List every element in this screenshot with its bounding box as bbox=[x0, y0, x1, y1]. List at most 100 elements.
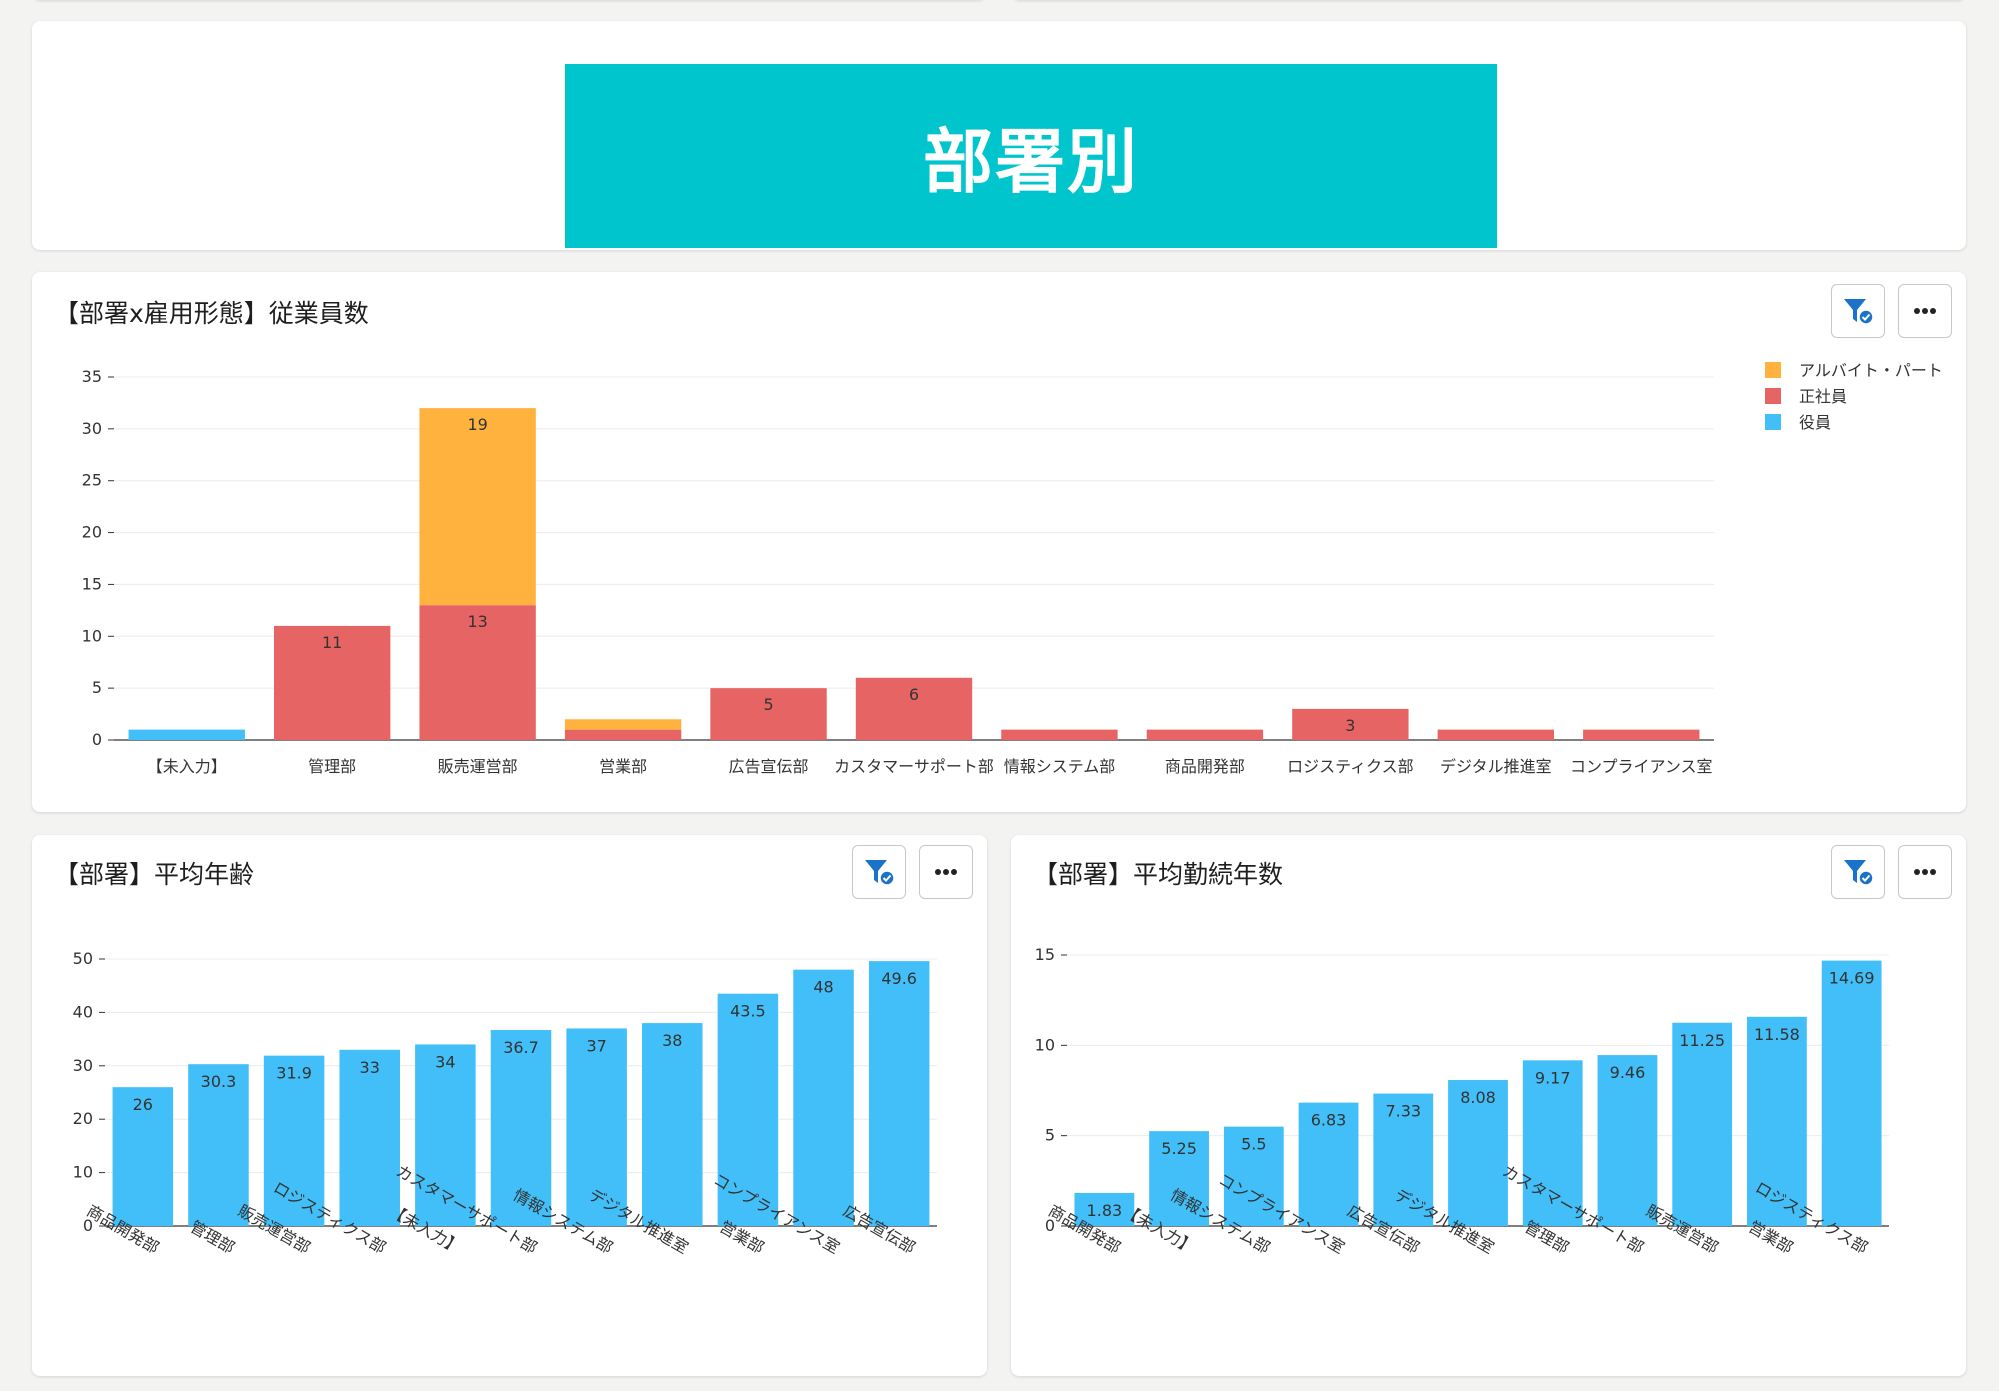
legend-swatch bbox=[1765, 362, 1781, 378]
more-button[interactable] bbox=[1898, 284, 1952, 338]
bar bbox=[1597, 1055, 1658, 1226]
x-tick-label: ロジスティクス部 bbox=[1287, 757, 1414, 776]
y-tick-label: 25 bbox=[82, 471, 102, 490]
legend-label: 正社員 bbox=[1799, 387, 1847, 406]
x-tick-label: 販売運営部 bbox=[438, 757, 518, 776]
employees-stacked-bar-chart: 0 5 10 15 20 25 30 35 【未入力】 11 管理部 13 19 販売運営部 営業部 5 広告宣… bbox=[82, 361, 1943, 776]
filter-button[interactable] bbox=[1831, 845, 1885, 899]
legend-label: アルバイト・パート bbox=[1799, 361, 1943, 380]
bar bbox=[1672, 1022, 1733, 1226]
bar bbox=[1298, 1102, 1359, 1226]
bar-data-label: 38 bbox=[662, 1031, 682, 1050]
y-tick-label: 20 bbox=[73, 1109, 93, 1128]
bar-data-label: 37 bbox=[586, 1036, 606, 1055]
avg-tenure-bar-chart: 0510151.83商品開発部5.25【未入力】5.5情報システム部6.83コン… bbox=[1035, 945, 1889, 1257]
bar-segment bbox=[274, 625, 391, 740]
bar bbox=[793, 969, 854, 1226]
x-tick-label: デジタル推進室 bbox=[1440, 757, 1552, 776]
x-tick-label: 営業部 bbox=[599, 757, 647, 776]
bar bbox=[263, 1055, 325, 1226]
y-tick-label: 0 bbox=[92, 730, 102, 749]
bar bbox=[1074, 1192, 1135, 1226]
bar-data-label: 6.83 bbox=[1311, 1111, 1347, 1130]
more-icon bbox=[935, 869, 957, 875]
y-tick-label: 15 bbox=[1035, 945, 1055, 964]
chart-title: 【部署x雇用形態】従業員数 bbox=[54, 299, 369, 328]
avg-age-bar-chart: 0102030405026商品開発部30.3管理部31.9販売運営部33ロジステ… bbox=[73, 949, 937, 1257]
y-tick-label: 5 bbox=[92, 678, 102, 697]
bar-segment bbox=[1146, 729, 1264, 740]
y-tick-label: 0 bbox=[83, 1216, 93, 1235]
bar bbox=[1149, 1131, 1209, 1226]
y-tick-label: 10 bbox=[73, 1163, 93, 1182]
x-tick-label: 管理部 bbox=[308, 757, 356, 776]
more-button[interactable] bbox=[919, 845, 973, 899]
bar-data-label: 14.69 bbox=[1829, 969, 1875, 988]
x-tick-label: 情報システム部 bbox=[1004, 757, 1116, 776]
legend-swatch bbox=[1765, 414, 1781, 430]
filter-button[interactable] bbox=[852, 845, 906, 899]
bar bbox=[112, 1087, 174, 1226]
bar-data-label: 26 bbox=[133, 1095, 153, 1114]
chart-title: 【部署】平均勤続年数 bbox=[1033, 860, 1284, 889]
more-icon bbox=[1914, 308, 1936, 314]
chart-card-employees: 【部署x雇用形態】従業員数 0 5 10 15 20 25 30 35 【未入力】 11 管理部 13… bbox=[32, 272, 1966, 812]
bar-segment bbox=[1437, 729, 1554, 740]
bar-data-label: 1.83 bbox=[1087, 1201, 1123, 1220]
bar-segment bbox=[1292, 708, 1409, 740]
filter-button[interactable] bbox=[1831, 284, 1885, 338]
bar-data-label: 19 bbox=[467, 415, 487, 434]
bar-segment bbox=[128, 729, 245, 740]
legend-label: 役員 bbox=[1799, 413, 1831, 432]
bar bbox=[1373, 1093, 1434, 1226]
section-banner: 部署別 bbox=[565, 64, 1497, 248]
bar bbox=[1821, 960, 1882, 1226]
bar-data-label: 36.7 bbox=[503, 1038, 539, 1057]
bar bbox=[1223, 1126, 1284, 1226]
bar-segment bbox=[855, 677, 973, 740]
y-tick-label: 10 bbox=[82, 626, 102, 645]
more-icon bbox=[1914, 869, 1936, 875]
bar-data-label: 6 bbox=[909, 685, 919, 704]
bar-data-label: 11 bbox=[322, 633, 342, 652]
bar-segment bbox=[564, 719, 682, 730]
bar bbox=[1747, 1016, 1807, 1226]
bar-segment bbox=[419, 605, 536, 740]
filter-check-icon bbox=[1844, 860, 1874, 886]
y-tick-label: 30 bbox=[73, 1056, 93, 1075]
bar-data-label: 5.25 bbox=[1161, 1139, 1197, 1158]
legend-swatch bbox=[1765, 388, 1781, 404]
bar-data-label: 9.17 bbox=[1535, 1068, 1571, 1087]
bar-data-label: 31.9 bbox=[276, 1064, 312, 1083]
bar-segment bbox=[1583, 729, 1700, 740]
bar-data-label: 7.33 bbox=[1385, 1102, 1421, 1121]
bar-data-label: 34 bbox=[435, 1052, 455, 1071]
chart-card-avg-age: 【部署】平均年齢 0 10 20 30 40 50 26 商品開発部 30.3 管理部 31.9 販売… bbox=[32, 835, 987, 1376]
bar bbox=[490, 1030, 552, 1226]
bar bbox=[415, 1044, 476, 1226]
bar-segment bbox=[710, 688, 827, 740]
bar-segment bbox=[419, 408, 536, 606]
y-tick-label: 15 bbox=[82, 574, 102, 593]
bar bbox=[642, 1023, 703, 1226]
bar bbox=[566, 1028, 627, 1226]
bar-data-label: 30.3 bbox=[201, 1072, 237, 1091]
bar bbox=[1448, 1080, 1508, 1226]
bar-data-label: 8.08 bbox=[1460, 1088, 1496, 1107]
chart-card-avg-tenure: 【部署】平均勤続年数 0 5 10 15 1.83 商品開発部 5.25 【未入力】 5.5 情報… bbox=[1011, 835, 1966, 1376]
bar-data-label: 11.58 bbox=[1754, 1025, 1800, 1044]
y-tick-label: 35 bbox=[82, 367, 102, 386]
y-tick-label: 10 bbox=[1035, 1035, 1055, 1054]
x-tick-label: コンプライアンス室 bbox=[1570, 757, 1713, 776]
bar-data-label: 5 bbox=[763, 695, 773, 714]
bar-data-label: 9.46 bbox=[1610, 1063, 1646, 1082]
bar-segment bbox=[564, 729, 682, 740]
bar bbox=[868, 961, 930, 1226]
chart-title: 【部署】平均年齢 bbox=[54, 860, 255, 889]
bar-data-label: 13 bbox=[467, 612, 487, 631]
x-tick-label: 【未入力】 bbox=[147, 757, 227, 776]
bar-data-label: 48 bbox=[813, 978, 833, 997]
x-tick-label: 広告宣伝部 bbox=[729, 757, 809, 776]
more-button[interactable] bbox=[1898, 845, 1952, 899]
x-tick-label: カスタマーサポート部 bbox=[834, 757, 994, 776]
